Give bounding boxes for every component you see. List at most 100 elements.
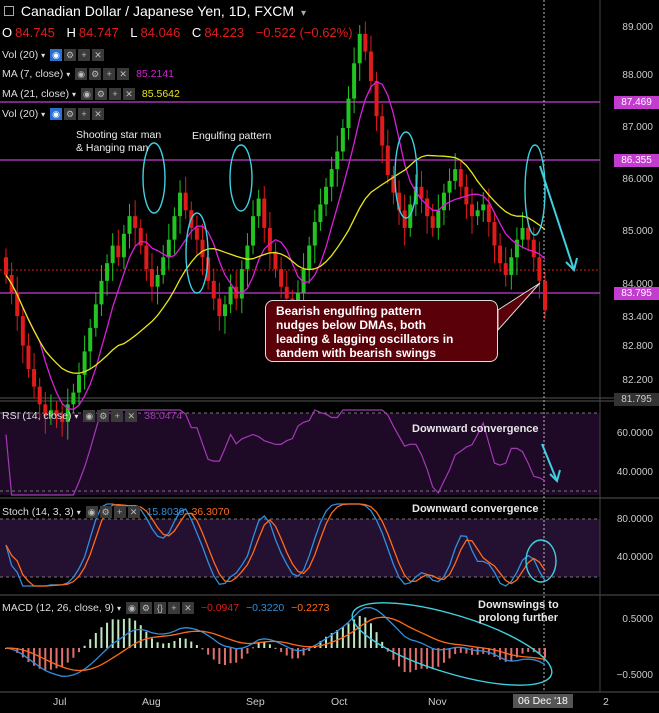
candle-body — [509, 257, 514, 275]
candle-body — [155, 274, 160, 287]
plus-icon[interactable]: + — [111, 410, 124, 423]
candle-body — [267, 227, 272, 252]
macd-hist-bar — [246, 648, 249, 654]
candle-body — [20, 316, 25, 346]
vol-legend-1[interactable]: Vol (20) ▾ ◉ ⚙ + ✕ — [2, 48, 105, 63]
macd-hist-bar — [27, 648, 30, 663]
candle-body — [363, 33, 368, 52]
vol-legend-2[interactable]: Vol (20) ▾ ◉ ⚙ + ✕ — [2, 107, 105, 122]
candle-body — [453, 169, 458, 181]
eye-icon[interactable]: ◉ — [85, 506, 98, 519]
macd-hist-bar — [353, 619, 356, 648]
close-icon[interactable]: ✕ — [92, 49, 105, 62]
candle-body — [65, 404, 70, 422]
eye-icon[interactable]: ◉ — [80, 88, 93, 101]
eye-icon[interactable]: ◉ — [125, 602, 138, 615]
candle-body — [340, 127, 345, 152]
macd-hist-bar — [72, 648, 75, 658]
macd-hist-bar — [16, 648, 19, 653]
high-label: H — [66, 25, 76, 40]
vol-label: Vol (20) — [2, 49, 39, 61]
gear-icon[interactable]: ⚙ — [99, 506, 112, 519]
plus-icon[interactable]: + — [113, 506, 126, 519]
chevron-down-icon[interactable]: ▾ — [300, 8, 306, 19]
gear-icon[interactable]: ⚙ — [89, 68, 102, 81]
gear-icon[interactable]: ⚙ — [64, 108, 77, 121]
stoch-legend[interactable]: Stoch (14, 3, 3) ▾ ◉ ⚙ + ✕ 15.8039 36.3070 — [2, 506, 230, 519]
close-icon[interactable]: ✕ — [92, 108, 105, 121]
gear-icon[interactable]: ⚙ — [64, 49, 77, 62]
macd-hist-bar — [381, 641, 384, 648]
candle-body — [105, 263, 110, 281]
close-icon[interactable]: ✕ — [117, 68, 130, 81]
ma21-legend[interactable]: MA (21, close) ▾ ◉ ⚙ + ✕ 85.5642 — [2, 88, 180, 101]
macd-hist-bar — [33, 648, 36, 666]
macd-hist-bar — [139, 625, 142, 648]
open-label: O — [2, 25, 13, 40]
candle-body — [301, 269, 306, 293]
candle-body — [183, 192, 188, 211]
candle-body — [408, 204, 413, 228]
price-tick: 86.000 — [622, 174, 653, 185]
candle-body — [93, 304, 98, 328]
plus-icon[interactable]: + — [103, 68, 116, 81]
indicator-tick: 80.0000 — [616, 514, 653, 525]
price-label-bottom: 81.795 — [614, 393, 659, 406]
indicator-tick: 60.0000 — [616, 428, 653, 439]
stoch-d-line — [5, 503, 546, 587]
macd-hist-bar — [21, 648, 24, 658]
candle-body — [458, 169, 463, 187]
engulfing-note: Engulfing pattern — [192, 130, 272, 142]
candle-body — [144, 245, 149, 270]
close-icon[interactable]: ✕ — [125, 410, 138, 423]
ma7-label: MA (7, close) — [2, 68, 64, 80]
eye-icon[interactable]: ◉ — [50, 49, 63, 62]
candle-body — [161, 257, 166, 275]
macd-legend[interactable]: MACD (12, 26, close, 9) ▾ ◉ ⚙{} + ✕ −0.0947… — [2, 602, 330, 615]
chart-title[interactable]: Canadian Dollar / Japanese Yen, 1D, FXCM — [20, 3, 295, 19]
close-icon[interactable]: ✕ — [181, 602, 194, 615]
candle-body — [318, 204, 323, 223]
candle-body — [486, 204, 491, 223]
price-tick: 88.000 — [622, 70, 653, 81]
date-label: 06 Dec '18 — [513, 694, 573, 708]
candle-body — [239, 269, 244, 299]
candle-body — [256, 198, 261, 217]
macd-hist-bar — [325, 636, 328, 648]
eye-icon[interactable]: ◉ — [83, 410, 96, 423]
gear-icon[interactable]: ⚙ — [97, 410, 110, 423]
candle-body — [178, 192, 183, 217]
indicator-tick: −0.5000 — [616, 670, 653, 681]
macd-hist-bar — [162, 643, 165, 648]
macd-hist-bar — [61, 648, 64, 667]
candle-body — [251, 216, 256, 246]
candle-body — [279, 269, 284, 287]
candle-body — [391, 175, 396, 193]
plus-icon[interactable]: + — [167, 602, 180, 615]
candle-body — [245, 245, 250, 270]
eye-icon[interactable]: ◉ — [50, 108, 63, 121]
macd-hist-bar — [201, 648, 204, 650]
macd-hist-bar — [122, 618, 125, 648]
time-tick: Jul — [53, 696, 67, 708]
gear-icon[interactable]: ⚙ — [94, 88, 107, 101]
candle-body — [503, 263, 508, 275]
plus-icon[interactable]: + — [108, 88, 121, 101]
eye-icon[interactable]: ◉ — [75, 68, 88, 81]
macd-hist-bar — [156, 642, 159, 648]
plus-icon[interactable]: + — [78, 49, 91, 62]
close-icon[interactable]: ✕ — [127, 506, 140, 519]
indicator-tick: 0.5000 — [622, 614, 653, 625]
callout-line-2: nudges below DMAs, both — [276, 318, 426, 332]
gear-icon[interactable]: ⚙ — [139, 602, 152, 615]
macd-hist-bar — [128, 618, 131, 648]
candlesticks — [4, 21, 547, 440]
ma7-legend[interactable]: MA (7, close) ▾ ◉ ⚙ + ✕ 85.2141 — [2, 68, 175, 81]
rsi-legend[interactable]: RSI (14, close) ▾ ◉ ⚙ + ✕ 38.0474 — [2, 410, 183, 423]
braces-icon[interactable]: {} — [153, 602, 166, 615]
plus-icon[interactable]: + — [78, 108, 91, 121]
indicator-tick: 40.0000 — [616, 552, 653, 563]
candle-body — [537, 257, 542, 281]
close-icon[interactable]: ✕ — [122, 88, 135, 101]
